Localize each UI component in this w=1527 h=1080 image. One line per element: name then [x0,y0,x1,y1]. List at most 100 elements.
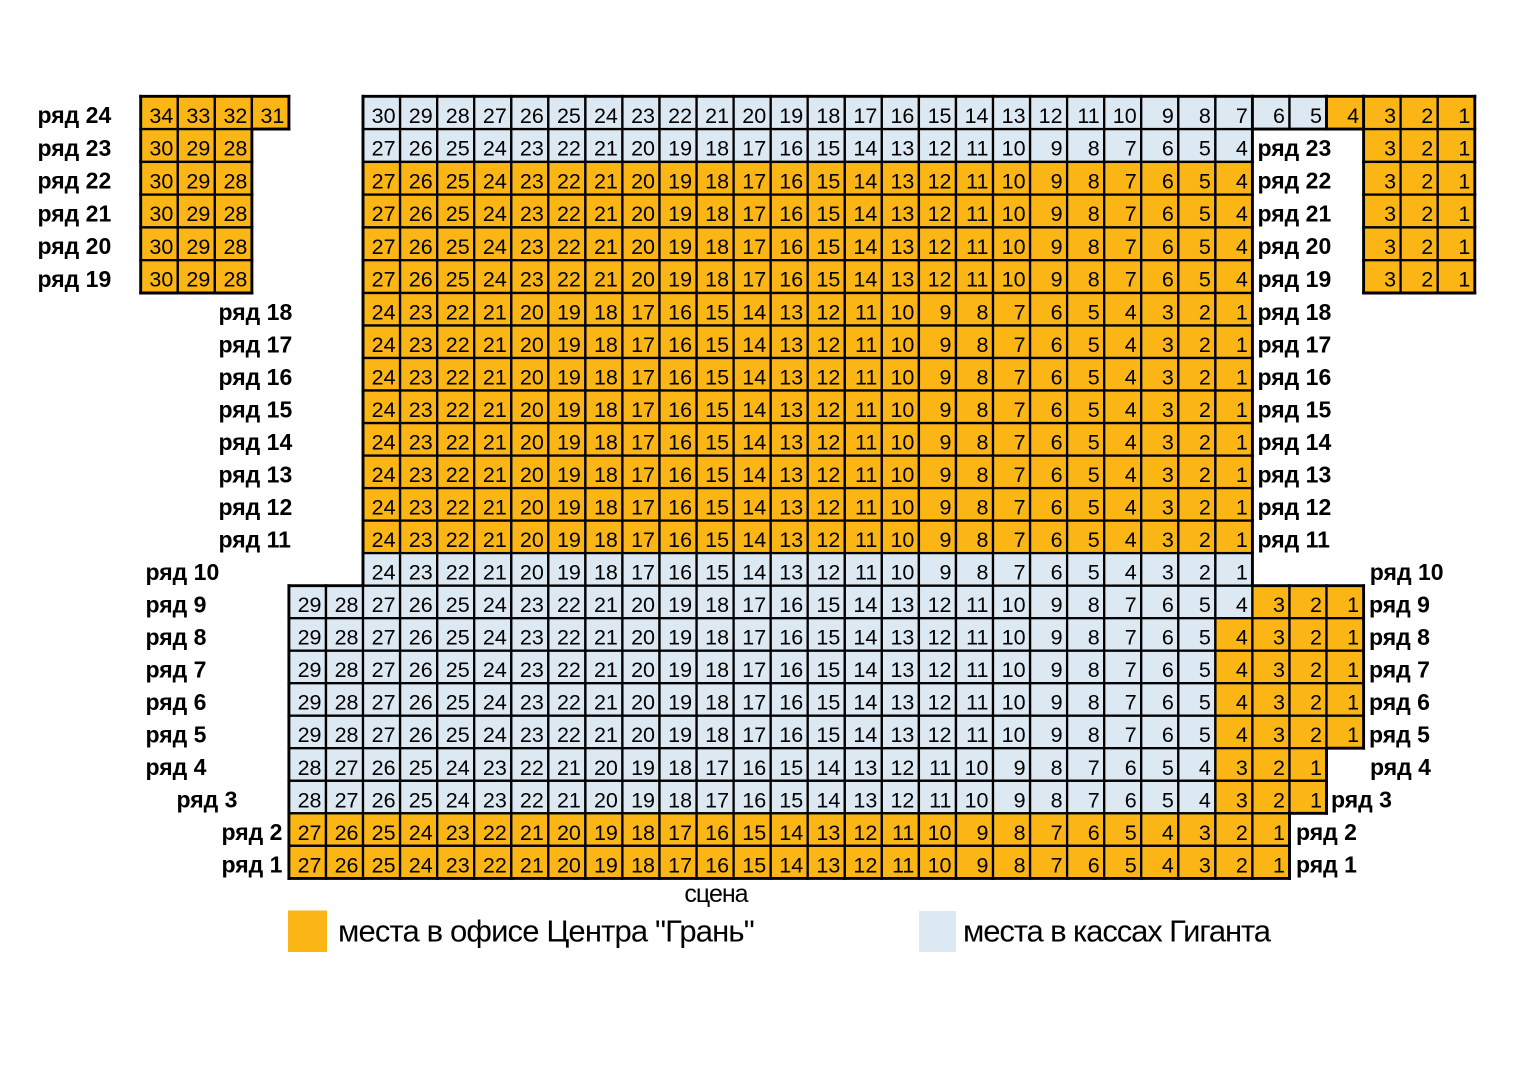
svg-text:2: 2 [1421,137,1433,161]
svg-text:ряд 7: ряд 7 [146,657,207,683]
svg-text:8: 8 [1088,169,1100,193]
svg-text:10: 10 [1002,235,1026,259]
svg-text:13: 13 [890,268,914,292]
svg-text:16: 16 [779,593,803,617]
svg-text:21: 21 [483,366,507,390]
svg-text:22: 22 [557,268,581,292]
svg-text:32: 32 [223,104,247,128]
svg-text:18: 18 [668,756,692,780]
svg-text:3: 3 [1384,169,1396,193]
svg-text:24: 24 [372,398,396,422]
svg-text:24: 24 [372,333,396,357]
svg-text:16: 16 [668,528,692,552]
svg-text:12: 12 [928,723,952,747]
svg-text:12: 12 [816,366,840,390]
svg-text:6: 6 [1162,691,1174,715]
svg-text:13: 13 [890,169,914,193]
svg-text:16: 16 [705,853,729,877]
svg-text:17: 17 [742,137,766,161]
svg-text:20: 20 [520,561,544,585]
svg-text:14: 14 [853,169,877,193]
svg-text:16: 16 [779,235,803,259]
svg-text:3: 3 [1199,853,1211,877]
svg-text:21: 21 [520,853,544,877]
svg-text:1: 1 [1310,756,1322,780]
svg-text:11: 11 [966,658,988,682]
svg-text:24: 24 [483,137,507,161]
svg-text:20: 20 [631,626,655,650]
svg-text:12: 12 [890,756,914,780]
svg-text:8: 8 [977,366,989,390]
svg-text:5: 5 [1088,463,1100,487]
svg-text:ряд 14: ряд 14 [1258,429,1332,455]
svg-text:18: 18 [705,137,729,161]
svg-text:9: 9 [940,301,952,325]
svg-text:8: 8 [1088,593,1100,617]
svg-text:28: 28 [335,658,359,682]
svg-text:26: 26 [335,853,359,877]
svg-text:11: 11 [966,691,988,715]
svg-text:25: 25 [446,626,470,650]
svg-text:26: 26 [409,723,433,747]
svg-text:27: 27 [372,593,396,617]
svg-text:18: 18 [594,561,618,585]
svg-text:26: 26 [335,821,359,845]
svg-text:18: 18 [631,821,655,845]
svg-text:19: 19 [594,853,618,877]
svg-text:6: 6 [1051,431,1063,455]
svg-text:13: 13 [890,202,914,226]
svg-text:23: 23 [520,626,544,650]
svg-text:2: 2 [1199,561,1211,585]
svg-text:24: 24 [483,723,507,747]
svg-text:8: 8 [977,333,989,357]
svg-text:3: 3 [1162,301,1174,325]
svg-text:6: 6 [1162,235,1174,259]
svg-text:16: 16 [668,561,692,585]
svg-text:8: 8 [1088,626,1100,650]
svg-text:22: 22 [557,137,581,161]
svg-text:24: 24 [446,788,470,812]
svg-text:20: 20 [631,268,655,292]
svg-text:19: 19 [557,431,581,455]
svg-text:9: 9 [1051,691,1063,715]
svg-text:17: 17 [742,268,766,292]
svg-text:34: 34 [149,104,173,128]
svg-text:13: 13 [779,301,803,325]
svg-text:7: 7 [1125,268,1137,292]
svg-text:6: 6 [1162,658,1174,682]
svg-text:14: 14 [816,788,840,812]
svg-text:15: 15 [705,333,729,357]
svg-text:26: 26 [372,788,396,812]
svg-text:2: 2 [1310,723,1322,747]
svg-text:17: 17 [742,723,766,747]
svg-text:ряд 6: ряд 6 [146,689,207,715]
svg-text:20: 20 [520,398,544,422]
svg-text:27: 27 [372,626,396,650]
svg-text:4: 4 [1236,235,1248,259]
svg-text:18: 18 [594,431,618,455]
svg-text:22: 22 [557,691,581,715]
svg-text:20: 20 [631,658,655,682]
svg-text:1: 1 [1236,366,1248,390]
svg-text:22: 22 [668,104,692,128]
svg-text:12: 12 [928,137,952,161]
svg-text:9: 9 [940,496,952,520]
svg-text:27: 27 [335,788,359,812]
svg-text:27: 27 [372,202,396,226]
svg-text:ряд 24: ряд 24 [38,102,112,128]
svg-text:26: 26 [409,268,433,292]
svg-text:14: 14 [742,561,766,585]
svg-text:15: 15 [705,398,729,422]
svg-text:3: 3 [1384,104,1396,128]
svg-text:2: 2 [1421,235,1433,259]
svg-text:20: 20 [631,723,655,747]
svg-text:12: 12 [928,658,952,682]
svg-text:14: 14 [742,333,766,357]
svg-text:20: 20 [520,333,544,357]
svg-text:24: 24 [483,593,507,617]
svg-text:4: 4 [1125,366,1137,390]
svg-text:14: 14 [853,235,877,259]
svg-text:25: 25 [446,723,470,747]
svg-text:26: 26 [409,235,433,259]
svg-text:5: 5 [1125,853,1137,877]
